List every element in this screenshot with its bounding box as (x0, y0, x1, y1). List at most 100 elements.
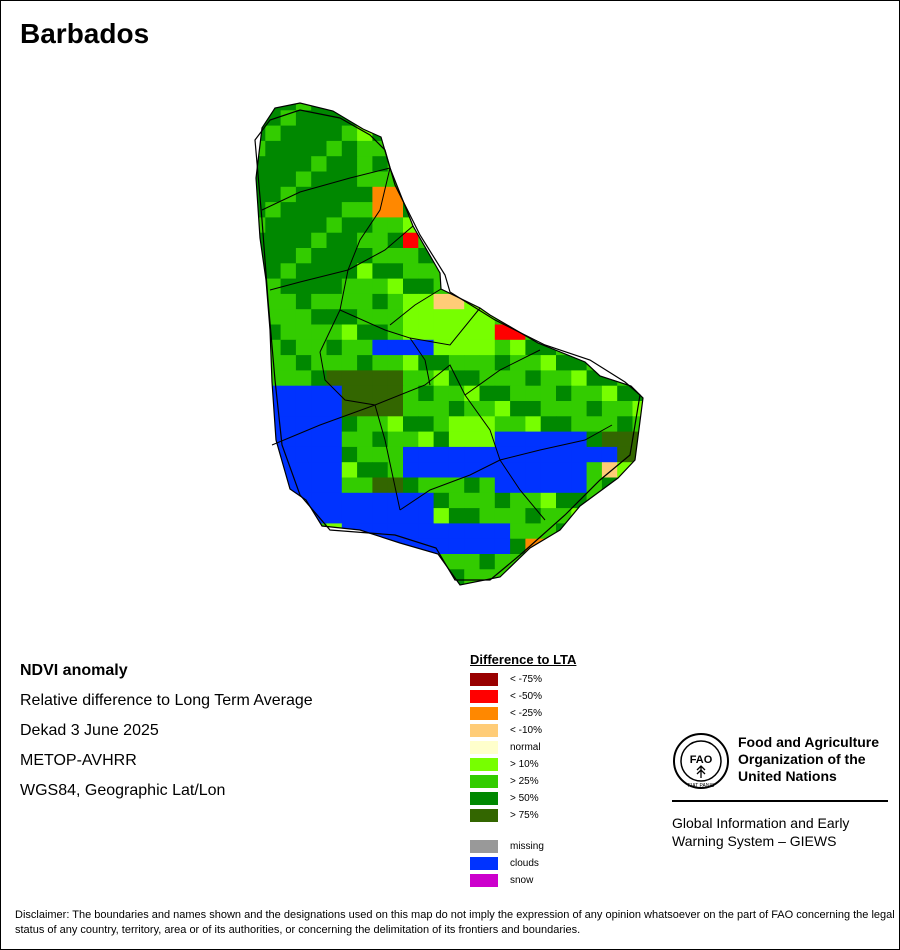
ndvi-pixel (256, 156, 266, 172)
ndvi-pixel (265, 125, 281, 142)
ndvi-pixel (571, 125, 587, 142)
ndvi-pixel (387, 431, 404, 448)
ndvi-pixel (418, 508, 434, 524)
ndvi-pixel (525, 492, 542, 509)
ndvi-pixel (601, 103, 618, 111)
ndvi-pixel (648, 478, 664, 494)
ndvi-pixel (648, 141, 664, 157)
ndvi-pixel (265, 217, 281, 234)
ndvi-pixel (479, 202, 496, 218)
ndvi-pixel (256, 401, 266, 417)
ndvi-pixel (387, 446, 404, 463)
ndvi-pixel (586, 263, 603, 279)
ndvi-pixel (433, 156, 450, 172)
ndvi-pixel (311, 538, 327, 555)
legend-item: > 50% (470, 790, 576, 807)
ndvi-pixel (510, 584, 526, 585)
ndvi-pixel (326, 248, 343, 264)
ndvi-pixel (617, 103, 633, 111)
ndvi-pixel (433, 232, 450, 249)
ndvi-pixel (326, 416, 343, 432)
ndvi-pixel (479, 538, 496, 555)
ndvi-pixel (372, 538, 389, 555)
ndvi-pixel (403, 446, 419, 463)
ndvi-pixel (632, 538, 643, 555)
ndvi-pixel (601, 584, 618, 585)
ndvi-pixel (326, 355, 343, 371)
ndvi-pixel (586, 110, 603, 126)
ndvi-pixel (540, 248, 557, 264)
ndvi-pixel (280, 385, 297, 402)
ndvi-pixel (341, 462, 358, 478)
ndvi-pixel (601, 401, 618, 417)
legend-swatch (470, 857, 498, 870)
ndvi-pixel (357, 554, 373, 570)
ndvi-pixel (357, 462, 373, 478)
ndvi-pixel (648, 309, 664, 325)
ndvi-pixel (295, 431, 312, 448)
ndvi-pixel (403, 462, 419, 478)
ndvi-pixel (494, 584, 511, 585)
ndvi-pixel (295, 103, 312, 111)
ndvi-pixel (418, 554, 434, 570)
ndvi-pixel (510, 103, 526, 111)
ndvi-pixel (648, 279, 664, 295)
ndvi-pixel (418, 462, 434, 478)
ndvi-pixel (295, 217, 312, 234)
ndvi-pixel (479, 125, 496, 142)
legend-item: > 75% (470, 807, 576, 824)
ndvi-pixel (648, 462, 664, 478)
ndvi-pixel (326, 538, 343, 555)
ndvi-pixel (601, 232, 618, 249)
ndvi-pixel (448, 523, 465, 540)
ndvi-pixel (265, 263, 281, 279)
ndvi-pixel (256, 462, 266, 478)
ndvi-pixel (387, 278, 404, 295)
ndvi-pixel (311, 171, 327, 188)
ndvi-pixel (556, 103, 572, 111)
ndvi-pixel (433, 538, 450, 555)
legend-swatch (470, 673, 498, 686)
ndvi-pixel (632, 355, 643, 371)
ndvi-pixel (632, 217, 643, 234)
ndvi-pixel (525, 324, 542, 341)
ndvi-pixel (256, 103, 266, 111)
ndvi-pixel (372, 217, 389, 234)
ndvi-pixel (357, 186, 373, 203)
ndvi-pixel (280, 431, 297, 448)
ndvi-pixel (617, 324, 633, 341)
ndvi-pixel (326, 401, 343, 417)
ndvi-pixel (311, 309, 327, 325)
ndvi-pixel (494, 110, 511, 126)
ndvi-pixel (571, 431, 587, 448)
ndvi-pixel (256, 217, 266, 234)
ndvi-pixel (556, 370, 572, 387)
ndvi-pixel (510, 477, 526, 494)
ndvi-pixel (341, 370, 358, 387)
ndvi-pixel (632, 248, 643, 264)
ndvi-pixel (341, 156, 358, 172)
ndvi-pixel (556, 462, 572, 478)
ndvi-pixel (464, 248, 480, 264)
ndvi-pixel (571, 538, 587, 555)
ndvi-pixel (341, 431, 358, 448)
ndvi-pixel (494, 171, 511, 188)
ndvi-pixel (326, 508, 343, 524)
ndvi-pixel (464, 125, 480, 142)
ndvi-pixel (387, 385, 404, 402)
ndvi-pixel (601, 186, 618, 203)
ndvi-pixel (433, 110, 450, 126)
ndvi-pixel (510, 140, 526, 157)
ndvi-pixel (617, 309, 633, 325)
ndvi-pixel (433, 446, 450, 463)
ndvi-pixel (418, 156, 434, 172)
ndvi-pixel (372, 293, 389, 310)
ndvi-pixel (510, 186, 526, 203)
legend-item: < -75% (470, 671, 576, 688)
ndvi-pixel (280, 554, 297, 570)
ndvi-pixel (464, 492, 480, 509)
ndvi-pixel (525, 554, 542, 570)
ndvi-pixel (556, 186, 572, 203)
ndvi-pixel (387, 217, 404, 234)
ndvi-pixel (540, 431, 557, 448)
